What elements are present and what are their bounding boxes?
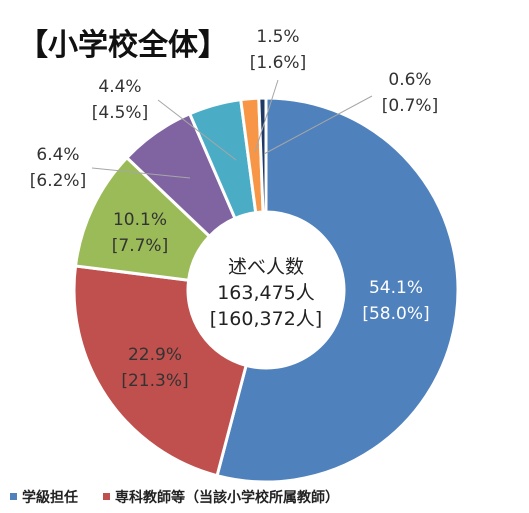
center-label-line2: 163,475人 <box>217 282 315 304</box>
leader-line-4 <box>157 99 237 161</box>
slice-label-6: 0.6% <box>388 70 431 90</box>
slice-bracket-label-2: [7.7%] <box>112 236 168 256</box>
leader-line-6 <box>263 95 373 155</box>
slice-label-2: 10.1% <box>113 210 167 230</box>
slices-group <box>72 96 460 484</box>
leader-line-3 <box>91 167 191 179</box>
slice-bracket-label-1: [21.3%] <box>121 371 188 391</box>
legend-swatch-0 <box>10 493 17 500</box>
leader-line-5 <box>254 79 279 153</box>
slice-label-5: 1.5% <box>256 27 299 47</box>
center-label-line3: [160,372人] <box>210 308 322 330</box>
slice-bracket-label-4: [4.5%] <box>92 103 148 123</box>
chart-title: 【小学校全体】 <box>18 28 228 63</box>
slice-bracket-label-3: [6.2%] <box>30 171 86 191</box>
slice-bracket-label-5: [1.6%] <box>250 53 306 73</box>
legend-label-0: 学級担任 <box>22 489 78 506</box>
slice-0 <box>215 96 460 484</box>
slice-label-0: 54.1% <box>369 278 423 298</box>
leader-lines-group <box>91 79 373 179</box>
slice-bracket-label-0: [58.0%] <box>362 304 429 324</box>
slice-1 <box>72 264 248 478</box>
legend-label-1: 専科教師等（当該小学校所属教師） <box>115 489 339 506</box>
slice-6 <box>257 96 268 214</box>
slice-label-4: 4.4% <box>98 77 141 97</box>
slice-labels-group: 54.1% [58.0%] 22.9% [21.3%] 10.1% [7.7%] 6.4% [… <box>30 27 438 391</box>
legend-swatch-1 <box>103 493 110 500</box>
slice-label-1: 22.9% <box>128 345 182 365</box>
slice-bracket-label-6: [0.7%] <box>382 96 438 116</box>
center-label-line1: 述べ人数 <box>228 256 304 278</box>
slice-label-3: 6.4% <box>36 145 79 165</box>
